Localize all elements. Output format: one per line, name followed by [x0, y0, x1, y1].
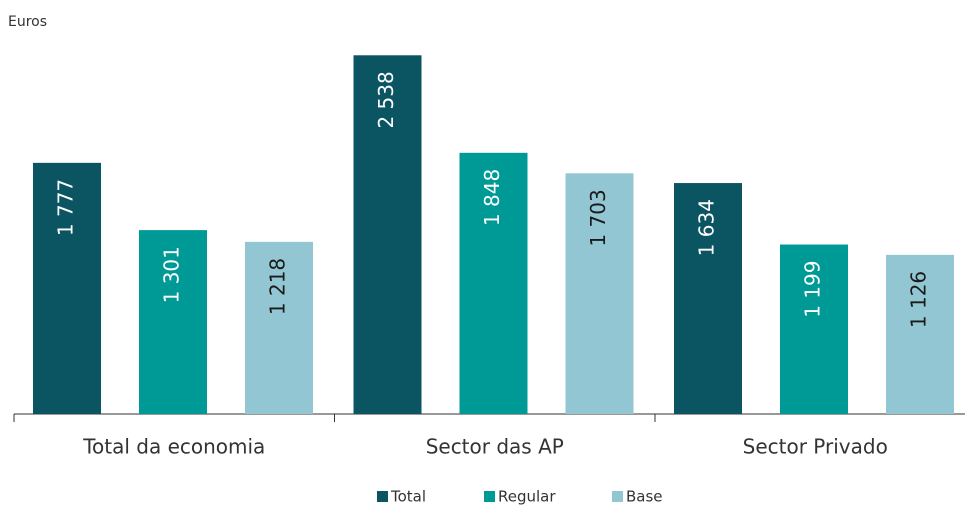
data-label: 1 777: [54, 179, 78, 236]
x-tick-label: Total da economia: [82, 435, 265, 459]
data-label: 1 218: [266, 258, 290, 315]
data-label: 1 634: [695, 199, 719, 256]
legend-label: Base: [626, 488, 663, 506]
bar: [780, 244, 848, 414]
y-axis-label: Euros: [8, 14, 47, 30]
data-label: 1 126: [907, 271, 931, 328]
data-label: 1 703: [586, 189, 610, 246]
data-label: 1 199: [801, 261, 825, 318]
data-label: 1 848: [480, 169, 504, 226]
legend-swatch: [377, 491, 388, 502]
data-label: 1 301: [160, 246, 184, 303]
bar: [353, 55, 422, 414]
data-label: 2 538: [374, 71, 398, 128]
x-tick-label: Sector Privado: [743, 435, 888, 459]
bar: [565, 173, 634, 414]
bar: [459, 152, 528, 414]
bar: [674, 183, 742, 414]
bar: [139, 230, 207, 414]
bar: [33, 162, 101, 414]
bar: [245, 241, 313, 414]
x-tick-label: Sector das AP: [426, 435, 564, 459]
bar: [886, 254, 954, 414]
legend-swatch: [484, 491, 495, 502]
legend-label: Regular: [498, 488, 556, 506]
legend-label: Total: [390, 488, 426, 506]
legend-swatch: [612, 491, 623, 502]
